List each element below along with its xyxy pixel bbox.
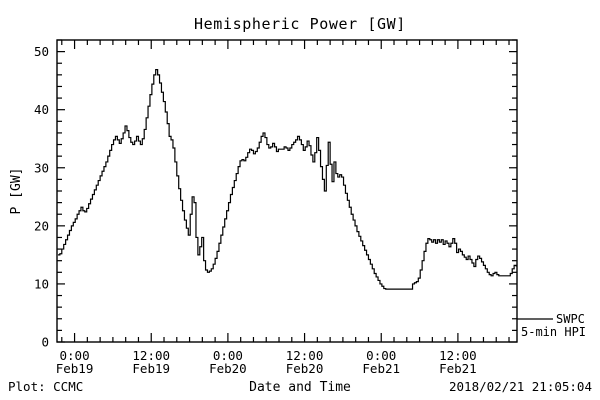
x-tick-label-time: 0:00 [213,348,243,363]
y-tick-label: 40 [34,102,49,117]
x-tick-label-time: 12:00 [132,348,170,363]
footer-timestamp: 2018/02/21 21:05:04 [449,379,592,394]
x-tick-label-date: Feb20 [286,361,324,376]
x-tick-label-date: Feb19 [132,361,170,376]
data-series-swpc-hpi [57,69,517,290]
footer-credit: Plot: CCMC [8,379,83,394]
y-tick-label: 20 [34,218,49,233]
x-tick-label-time: 12:00 [286,348,324,363]
x-tick-label-date: Feb19 [56,361,94,376]
x-tick-label-date: Feb21 [439,361,477,376]
x-tick-label-time: 0:00 [366,348,396,363]
x-axis-label: Date and Time [249,380,351,395]
x-axis-tick-labels: 0:00Feb1912:00Feb190:00Feb2012:00Feb200:… [56,348,477,376]
y-axis-ticks [57,39,517,343]
y-axis-label: P [GW] [9,168,24,215]
y-tick-label: 30 [34,160,49,175]
y-tick-label: 50 [34,44,49,59]
y-tick-label: 10 [34,276,49,291]
legend-label-swpc: SWPC [556,312,585,326]
plot-frame [56,39,518,343]
x-tick-label-date: Feb21 [362,361,400,376]
chart-title: Hemispheric Power [GW] [194,15,406,33]
x-axis-ticks [61,40,510,342]
x-tick-label-time: 0:00 [60,348,90,363]
x-tick-label-time: 12:00 [439,348,477,363]
y-axis-tick-labels: 0 10 20 30 40 50 [34,44,49,349]
x-tick-label-date: Feb20 [209,361,247,376]
legend-label-hpi: 5-min HPI [521,325,586,339]
legend: SWPC 5-min HPI [517,312,586,339]
y-tick-label: 0 [41,335,49,350]
